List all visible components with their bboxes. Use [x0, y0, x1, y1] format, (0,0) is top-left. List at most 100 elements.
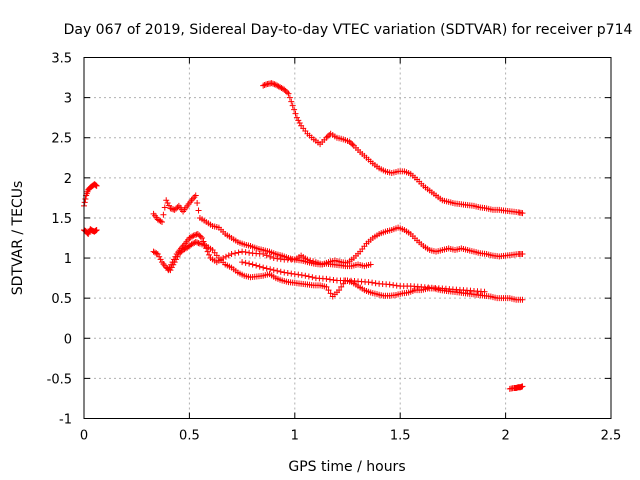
data-point — [260, 264, 267, 271]
data-point — [158, 218, 165, 225]
data-point — [192, 239, 199, 246]
plot-area-border — [83, 57, 612, 419]
data-point — [246, 260, 253, 267]
y-tick-label: 1 — [64, 252, 72, 267]
data-point — [92, 227, 99, 234]
data-point — [203, 245, 210, 252]
data-point — [225, 252, 232, 259]
data-point — [282, 87, 289, 94]
data-point — [82, 195, 89, 202]
data-point — [330, 276, 337, 283]
data-point — [93, 182, 100, 189]
data-point — [309, 274, 316, 281]
x-tick-label: 2 — [501, 429, 509, 444]
data-point — [168, 261, 175, 268]
data-point — [349, 141, 356, 148]
y-tick-label: 1.5 — [51, 212, 72, 227]
data-point — [307, 257, 314, 264]
data-point — [197, 233, 204, 240]
data-point — [166, 264, 173, 271]
data-point — [291, 271, 298, 278]
data-point — [242, 259, 249, 266]
data-point — [232, 250, 239, 257]
data-point — [365, 279, 372, 286]
data-point — [157, 218, 164, 225]
data-point — [165, 267, 172, 274]
x-axis-title: GPS time / hours — [288, 459, 405, 475]
data-points — [81, 80, 526, 392]
data-point — [170, 206, 177, 213]
y-axis-title: SDTVAR / TECUs — [10, 181, 26, 296]
data-point — [222, 253, 229, 260]
data-point — [268, 80, 275, 87]
data-point — [298, 272, 305, 279]
data-point — [295, 117, 302, 124]
data-point — [201, 241, 208, 248]
data-point — [239, 259, 246, 266]
data-point — [263, 265, 270, 272]
data-point — [195, 240, 202, 247]
data-point — [277, 256, 284, 263]
data-point — [256, 263, 263, 270]
y-tick-label: -1 — [59, 413, 72, 428]
data-point — [163, 197, 170, 204]
data-point — [323, 134, 330, 141]
data-point — [193, 231, 200, 238]
data-point — [92, 182, 99, 189]
data-point — [274, 255, 281, 262]
data-point — [170, 256, 177, 263]
data-point — [260, 251, 267, 258]
data-point — [189, 233, 196, 240]
data-point — [160, 211, 167, 218]
data-point — [161, 204, 168, 211]
data-point — [270, 80, 277, 87]
data-point — [372, 280, 379, 287]
y-tick-label: -0.5 — [47, 372, 72, 387]
y-tick-label: 2.5 — [51, 132, 72, 147]
data-point — [92, 228, 99, 235]
data-point — [324, 133, 331, 140]
y-tick-label: 3.5 — [51, 52, 72, 67]
data-point — [169, 259, 176, 266]
data-point — [194, 239, 201, 246]
data-point — [367, 261, 374, 268]
y-tick-label: 2 — [64, 172, 72, 187]
data-point — [263, 252, 270, 259]
data-point — [154, 251, 161, 258]
data-point — [519, 210, 526, 217]
chart-title: Day 067 of 2019, Sidereal Day-to-day VTE… — [64, 22, 633, 38]
data-point — [228, 251, 235, 258]
data-point — [246, 249, 253, 256]
data-point — [291, 106, 298, 113]
data-point — [327, 290, 334, 297]
data-point — [285, 90, 292, 97]
data-point — [281, 86, 288, 93]
data-point — [302, 272, 309, 279]
data-point — [174, 204, 181, 211]
data-point — [286, 94, 293, 101]
data-point — [284, 89, 291, 96]
y-tick-label: 0.5 — [51, 292, 72, 307]
data-point — [292, 110, 299, 117]
data-point — [166, 202, 173, 209]
data-point — [196, 232, 203, 239]
data-point — [92, 181, 99, 188]
data-point — [249, 261, 256, 268]
data-point — [261, 82, 268, 89]
data-point — [288, 270, 295, 277]
data-point — [242, 249, 249, 256]
data-point — [195, 207, 202, 214]
tick-layer: -1 -0.5 0 0.5 1 1.5 2 2.5 3 3.5 0 0.5 1 1.5 2 2.5 — [47, 52, 622, 444]
data-point — [390, 282, 397, 289]
x-tick-label: 1.5 — [390, 429, 411, 444]
data-point — [270, 255, 277, 262]
x-tick-label: 1 — [291, 429, 299, 444]
y-tick-label: 0 — [64, 332, 72, 347]
data-point — [267, 253, 274, 260]
data-point — [153, 250, 160, 257]
data-point — [305, 273, 312, 280]
data-point — [386, 281, 393, 288]
y-tick-label: 3 — [64, 92, 72, 107]
